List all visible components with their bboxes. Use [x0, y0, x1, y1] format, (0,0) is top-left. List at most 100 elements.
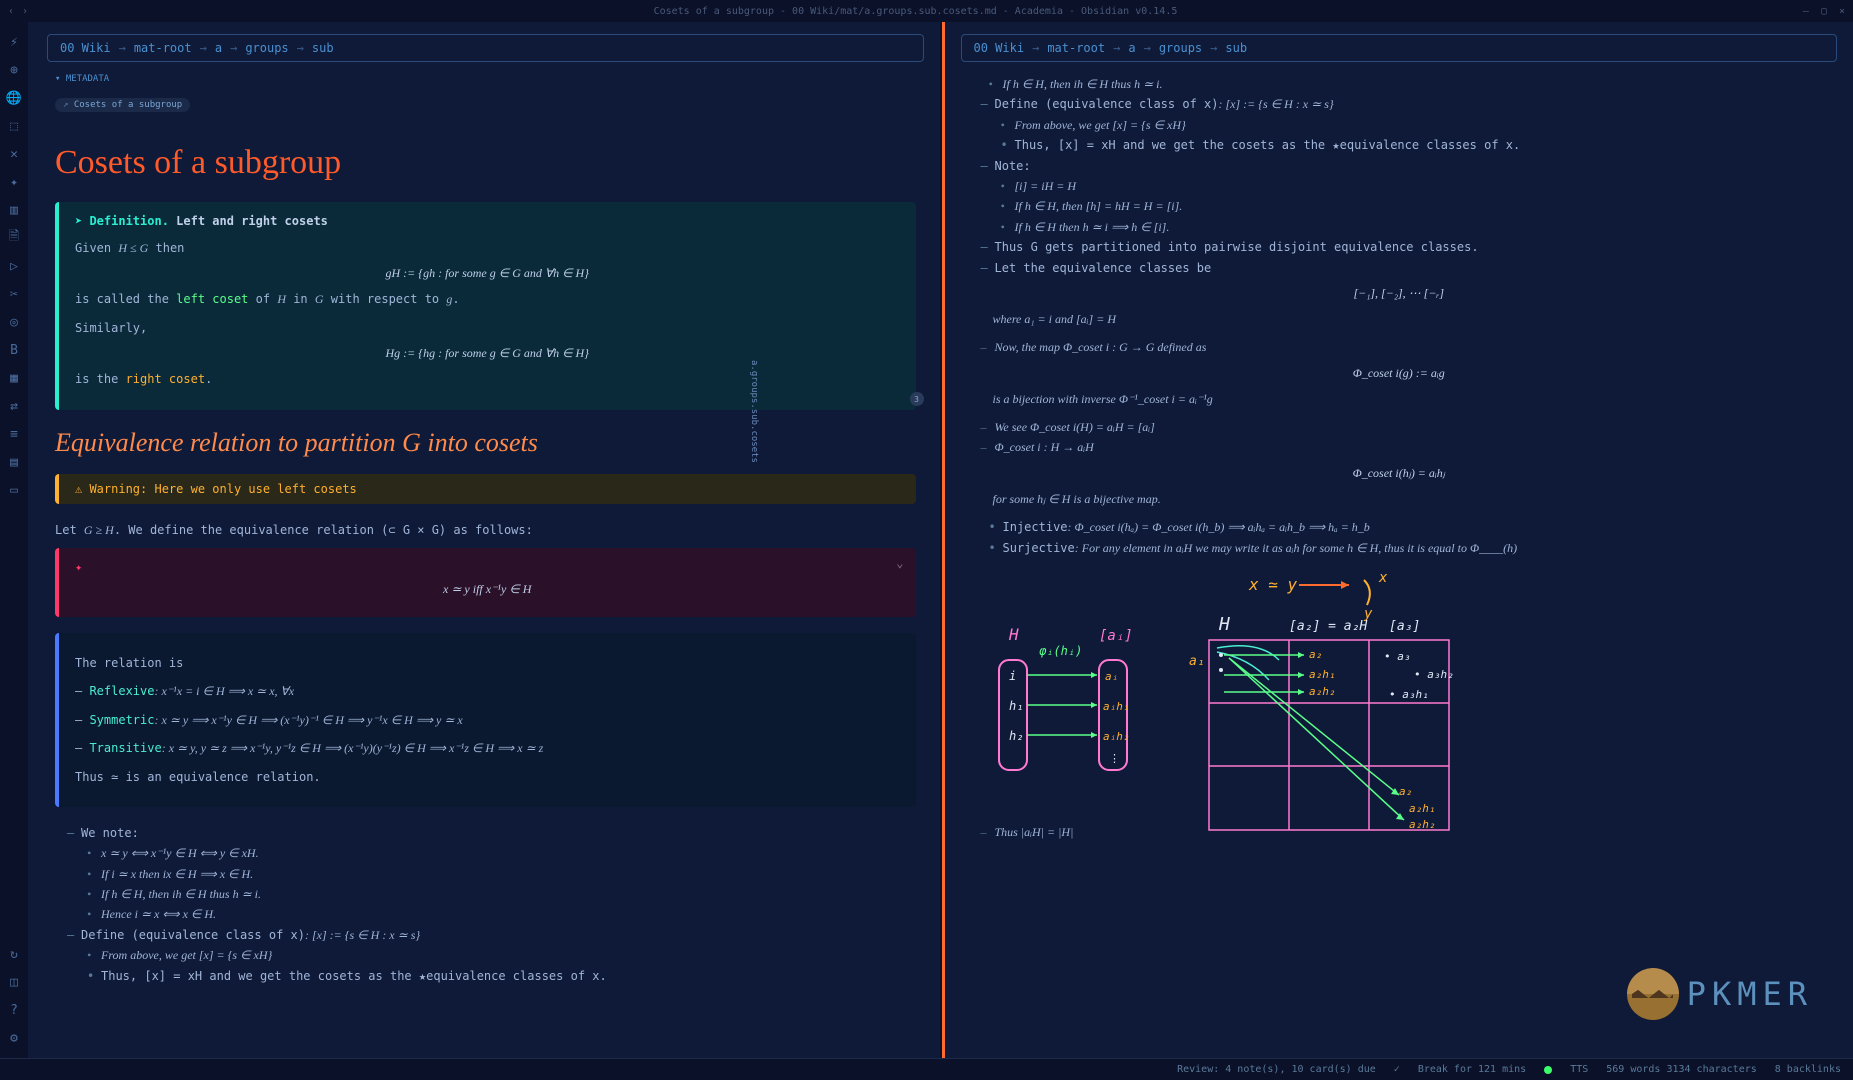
list-item: If h ∈ H, then ih ∈ H thus h ≃ i.: [87, 884, 916, 904]
titlebar: ‹ › Cosets of a subgroup - 00 Wiki/mat/a…: [0, 0, 1853, 22]
breadcrumb-item[interactable]: groups: [245, 41, 288, 55]
formula: [−₁], [−₂], ⋯ [−ᵣ]: [969, 286, 1830, 301]
pane-left-content: METADATA Cosets of a subgroup Cosets of …: [31, 70, 940, 1058]
definition-line: Similarly,: [75, 318, 900, 338]
globe-icon[interactable]: 🌐: [6, 90, 22, 106]
svg-text:• a₃h₁: • a₃h₁: [1389, 688, 1429, 701]
list-item: x ≃ y ⟺ x⁻¹y ∈ H ⟺ y ∈ xH.: [87, 843, 916, 863]
list-item: Injective: Φ_coset i(hₐ) = Φ_coset i(h_b…: [989, 517, 1830, 537]
status-break[interactable]: Break for 121 mins: [1418, 1064, 1526, 1075]
definition-callout: Definition. Left and right cosets Given …: [55, 202, 916, 410]
formula: gH := {gh : for some g ∈ G and ∀h ∈ H}: [75, 266, 900, 281]
svg-text:a₂h₂: a₂h₂: [1309, 685, 1336, 698]
sidebar-left: ⚡ ⊕ 🌐 ⬚ ✕ ✦ ▥ 🗎 ▷ ✂ ◎ B ▦ ⇄ ≡ ▤ ▭ ↻ ◫ ? …: [0, 22, 28, 1058]
pane-right: 00 Wiki → mat-root → a → groups → sub If…: [942, 22, 1853, 1058]
breadcrumb-right[interactable]: 00 Wiki → mat-root → a → groups → sub: [961, 34, 1838, 62]
callout-title: Definition. Left and right cosets: [75, 214, 900, 228]
maximize-icon[interactable]: ▢: [1821, 6, 1827, 17]
canvas-icon[interactable]: ⬚: [6, 118, 22, 134]
equiv-formula: x ≃ y iff x⁻¹y ∈ H: [75, 582, 900, 597]
breadcrumb-item[interactable]: mat-root: [134, 41, 192, 55]
chart-icon[interactable]: ▥: [6, 202, 22, 218]
breadcrumb-item[interactable]: 00 Wiki: [60, 41, 111, 55]
status-dot-icon: [1544, 1066, 1552, 1074]
continue-list: If h ∈ H, then ih ∈ H thus h ≃ i.: [989, 74, 1830, 94]
breadcrumb-left[interactable]: 00 Wiki → mat-root → a → groups → sub: [47, 34, 924, 62]
watermark-logo-icon: [1627, 968, 1679, 1020]
sync-icon[interactable]: ↻: [6, 946, 22, 962]
list-item: Define (equivalence class of x): [x] := …: [67, 925, 916, 945]
define-list: Define (equivalence class of x): [x] := …: [981, 94, 1830, 278]
list-item: If h ∈ H, then ih ∈ H thus h ≃ i.: [989, 74, 1830, 94]
settings-icon[interactable]: ⚙: [6, 1030, 22, 1046]
svg-text:• a₃: • a₃: [1384, 650, 1411, 663]
breadcrumb-item[interactable]: mat-root: [1047, 41, 1105, 55]
equiv-formula-callout[interactable]: ✦ x ≃ y iff x⁻¹y ∈ H ⌄: [55, 548, 916, 617]
close-icon[interactable]: ×: [1839, 6, 1845, 17]
breadcrumb-sep: →: [297, 41, 304, 55]
status-words: 569 words 3134 characters: [1606, 1064, 1757, 1075]
help-icon[interactable]: ?: [6, 1002, 22, 1018]
breadcrumb-item[interactable]: groups: [1159, 41, 1202, 55]
svg-text:aᵢh₂: aᵢh₂: [1103, 730, 1130, 743]
pane-left: 00 Wiki → mat-root → a → groups → sub ME…: [28, 22, 940, 1058]
statusbar: Review: 4 note(s), 10 card(s) due ✓ Brea…: [0, 1058, 1853, 1080]
chevron-down-icon[interactable]: ⌄: [896, 556, 903, 570]
svg-text:a₂h₁: a₂h₁: [1309, 668, 1336, 681]
svg-text:[aᵢ]: [aᵢ]: [1099, 628, 1133, 644]
scissors-icon[interactable]: ✂: [6, 286, 22, 302]
back-icon[interactable]: ‹: [8, 6, 14, 17]
svg-text:a₁: a₁: [1189, 654, 1205, 669]
svg-text:[a₃]: [a₃]: [1389, 619, 1420, 634]
warning-callout: Warning: Here we only use left cosets: [55, 474, 916, 504]
breadcrumb-item[interactable]: sub: [312, 41, 334, 55]
svg-text:• a₃h₂: • a₃h₂: [1414, 668, 1454, 681]
svg-text:a₂h₁: a₂h₁: [1409, 802, 1436, 815]
breadcrumb-item[interactable]: 00 Wiki: [974, 41, 1025, 55]
breadcrumb-sep: →: [200, 41, 207, 55]
list-item: We see Φ_coset i(H) = aᵢH = [aᵢ]: [981, 417, 1830, 437]
graph-icon[interactable]: ⊕: [6, 62, 22, 78]
svg-text:H: H: [1218, 614, 1230, 635]
inj-surj-list: Injective: Φ_coset i(hₐ) = Φ_coset i(h_b…: [989, 517, 1830, 558]
tv-icon[interactable]: ▭: [6, 482, 22, 498]
status-tts[interactable]: TTS: [1570, 1064, 1588, 1075]
list-item: If h ∈ H then h ≃ i ⟹ h ∈ [i].: [1001, 217, 1830, 237]
breadcrumb-item[interactable]: a: [215, 41, 222, 55]
where-text: where a₁ = i and [aᵢ] = H: [993, 309, 1830, 329]
status-backlinks[interactable]: 8 backlinks: [1775, 1064, 1841, 1075]
breadcrumb-item[interactable]: a: [1128, 41, 1135, 55]
list-icon[interactable]: ≡: [6, 426, 22, 442]
minimize-icon[interactable]: —: [1803, 6, 1809, 17]
page-title: Cosets of a subgroup: [55, 144, 916, 182]
svg-text:H: H: [1008, 625, 1019, 644]
hammer-icon[interactable]: ✕: [6, 146, 22, 162]
tag-chip[interactable]: Cosets of a subgroup: [55, 98, 190, 112]
link-count-badge[interactable]: 3: [910, 392, 924, 406]
list-item: Thus, [x] = xH and we get the cosets as …: [1001, 135, 1830, 155]
vault-icon[interactable]: ◫: [6, 974, 22, 990]
pane-right-content: If h ∈ H, then ih ∈ H thus h ≃ i. Define…: [945, 70, 1853, 1058]
list-item: Define (equivalence class of x): [x] := …: [981, 94, 1830, 114]
svg-text:aᵢ: aᵢ: [1105, 670, 1118, 683]
list-item: Φ_coset i : H → aᵢH: [981, 437, 1830, 457]
tab-label-right[interactable]: a.groups.sub.cosets: [749, 360, 759, 463]
definition-line: is called the left coset of H in G with …: [75, 289, 900, 309]
list-item: Now, the map Φ_coset i : G → G defined a…: [981, 337, 1830, 357]
target-icon[interactable]: ◎: [6, 314, 22, 330]
proof-intro: The relation is: [75, 653, 900, 673]
bold-icon[interactable]: B: [6, 342, 22, 358]
folder-icon[interactable]: ▷: [6, 258, 22, 274]
grid-icon[interactable]: ▦: [6, 370, 22, 386]
file-icon[interactable]: 🗎: [6, 230, 22, 246]
sparkle-icon[interactable]: ✦: [6, 174, 22, 190]
shuffle-icon[interactable]: ⇄: [6, 398, 22, 414]
metadata-header[interactable]: METADATA: [55, 74, 916, 84]
bijection-text: is a bijection with inverse Φ⁻¹_coset i …: [993, 389, 1830, 409]
status-review[interactable]: Review: 4 note(s), 10 card(s) due: [1177, 1064, 1376, 1075]
quick-switch-icon[interactable]: ⚡: [6, 34, 22, 50]
svg-text:φᵢ(hᵢ): φᵢ(hᵢ): [1039, 644, 1082, 658]
breadcrumb-item[interactable]: sub: [1225, 41, 1247, 55]
calendar-icon[interactable]: ▤: [6, 454, 22, 470]
panes-container: 00 Wiki → mat-root → a → groups → sub ME…: [28, 22, 1853, 1058]
